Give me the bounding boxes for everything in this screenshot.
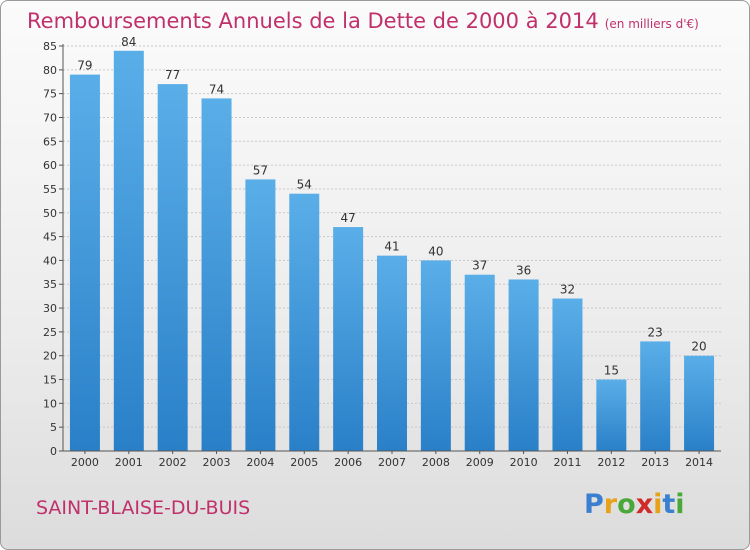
x-tick-label: 2008 <box>422 456 450 469</box>
y-tick-label: 60 <box>43 159 57 172</box>
logo-letter: x <box>635 489 654 520</box>
bar <box>245 179 276 452</box>
x-tick-label: 2004 <box>246 456 274 469</box>
logo-letter: P <box>584 489 604 520</box>
bar <box>201 98 232 451</box>
x-tick-label: 2005 <box>290 456 318 469</box>
data-label: 84 <box>121 35 136 49</box>
logo-letter: i <box>675 489 685 520</box>
y-tick-label: 35 <box>43 278 57 291</box>
data-label: 74 <box>209 82 224 96</box>
bar <box>69 74 100 452</box>
y-tick-label: 55 <box>43 183 57 196</box>
y-tick-label: 25 <box>43 326 57 339</box>
data-label: 54 <box>297 178 312 192</box>
bar <box>377 255 407 451</box>
bar <box>684 355 715 451</box>
x-tick-label: 2001 <box>115 456 143 469</box>
data-label: 37 <box>472 259 487 273</box>
y-tick-label: 65 <box>43 135 57 148</box>
y-tick-label: 0 <box>50 445 57 458</box>
x-tick-label: 2013 <box>641 456 669 469</box>
x-tick-label: 2006 <box>334 456 362 469</box>
y-tick-label: 45 <box>43 231 57 244</box>
data-label: 79 <box>77 59 92 73</box>
y-tick-label: 20 <box>43 350 57 363</box>
chart-title-text: Remboursements Annuels de la Dette de 20… <box>27 9 599 33</box>
data-label: 57 <box>253 163 268 177</box>
bar <box>333 227 364 451</box>
chart-title: Remboursements Annuels de la Dette de 20… <box>27 9 699 33</box>
y-tick-label: 70 <box>43 111 57 124</box>
bar <box>420 260 451 451</box>
bar <box>508 279 539 451</box>
bar <box>596 379 627 451</box>
logo-letter: o <box>617 489 636 520</box>
x-tick-label: 2010 <box>510 456 538 469</box>
x-tick-label: 2003 <box>203 456 231 469</box>
data-label: 40 <box>428 244 443 258</box>
commune-name: SAINT-BLAISE-DU-BUIS <box>36 497 251 519</box>
data-label: 32 <box>560 283 575 297</box>
x-tick-label: 2007 <box>378 456 406 469</box>
logo-letter: t <box>662 489 676 520</box>
x-tick-label: 2012 <box>597 456 625 469</box>
bar <box>289 193 320 452</box>
y-tick-label: 85 <box>43 40 57 53</box>
bar <box>157 84 188 451</box>
data-label: 36 <box>516 263 531 277</box>
data-label: 77 <box>165 68 180 82</box>
data-label: 47 <box>340 211 355 225</box>
logo-letter: i <box>653 489 663 520</box>
data-label: 41 <box>384 240 399 254</box>
x-tick-label: 2009 <box>466 456 494 469</box>
data-label: 15 <box>604 364 619 378</box>
proxiti-logo: Proxiti <box>584 489 685 520</box>
bar <box>113 50 144 451</box>
x-tick-label: 2000 <box>71 456 99 469</box>
y-tick-label: 30 <box>43 302 57 315</box>
y-tick-label: 75 <box>43 88 57 101</box>
bar <box>464 274 495 451</box>
y-tick-label: 80 <box>43 64 57 77</box>
y-tick-label: 15 <box>43 374 57 387</box>
x-tick-label: 2002 <box>159 456 187 469</box>
logo-letter: r <box>603 489 618 520</box>
bar <box>640 341 671 451</box>
y-tick-label: 40 <box>43 254 57 267</box>
chart-subtitle: (en milliers d'€) <box>604 17 699 31</box>
data-label: 23 <box>648 325 663 339</box>
data-label: 20 <box>691 340 706 354</box>
x-tick-label: 2011 <box>553 456 581 469</box>
x-tick-label: 2014 <box>685 456 713 469</box>
bar <box>552 298 583 451</box>
y-tick-label: 5 <box>50 421 57 434</box>
y-tick-label: 10 <box>43 397 57 410</box>
y-tick-label: 50 <box>43 207 57 220</box>
